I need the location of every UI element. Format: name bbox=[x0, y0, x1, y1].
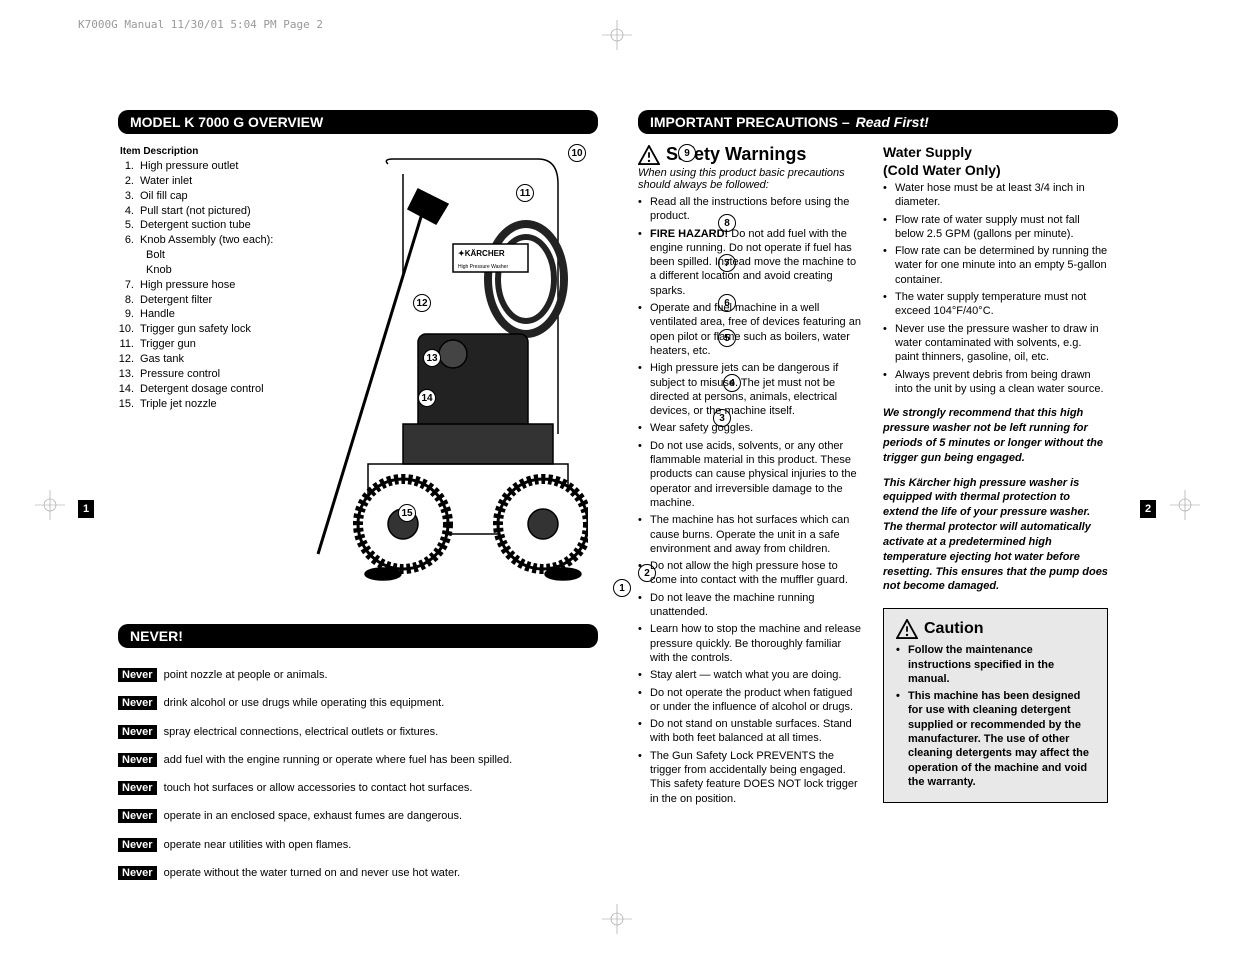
never-item: Never operate near utilities with open f… bbox=[118, 838, 598, 852]
diagram-callout: 15 bbox=[398, 504, 416, 522]
item-row: 8.Detergent filter bbox=[118, 293, 278, 308]
diagram-callout: 14 bbox=[418, 389, 436, 407]
bullet-item: Do not stand on unstable surfaces. Stand… bbox=[638, 717, 863, 746]
item-row: 3.Oil fill cap bbox=[118, 189, 278, 204]
item-row: 4.Pull start (not pictured) bbox=[118, 204, 278, 219]
bullet-item: The water supply temperature must not ex… bbox=[883, 290, 1108, 319]
bullet-item: Wear safety goggles. bbox=[638, 421, 863, 435]
pressure-washer-illustration: ✦KÄRCHER High Pressure Washer bbox=[308, 154, 588, 594]
svg-text:✦KÄRCHER: ✦KÄRCHER bbox=[458, 249, 505, 258]
item-row: Bolt bbox=[118, 248, 278, 263]
bullet-item: Do not use acids, solvents, or any other… bbox=[638, 439, 863, 510]
page-meta-header: K7000G Manual 11/30/01 5:04 PM Page 2 bbox=[78, 18, 323, 31]
bullet-item: Flow rate can be determined by running t… bbox=[883, 244, 1108, 287]
item-row: 12.Gas tank bbox=[118, 352, 278, 367]
water-heading-1: Water Supply bbox=[883, 144, 1108, 160]
product-diagram: ✦KÄRCHER High Pressure Washer bbox=[278, 134, 598, 594]
page-number-left: 1 bbox=[78, 500, 94, 518]
item-row: 7.High pressure hose bbox=[118, 278, 278, 293]
item-row: 15.Triple jet nozzle bbox=[118, 397, 278, 412]
water-bullet-list: Water hose must be at least 3/4 inch in … bbox=[883, 181, 1108, 396]
never-header: NEVER! bbox=[118, 624, 598, 648]
never-list: Never point nozzle at people or animals.… bbox=[118, 668, 598, 880]
bullet-item: Water hose must be at least 3/4 inch in … bbox=[883, 181, 1108, 210]
never-item: Never add fuel with the engine running o… bbox=[118, 753, 598, 767]
bullet-item: FIRE HAZARD! Do not add fuel with the en… bbox=[638, 227, 863, 298]
water-heading-2: (Cold Water Only) bbox=[883, 162, 1108, 178]
item-row: 10.Trigger gun safety lock bbox=[118, 322, 278, 337]
bullet-item: Operate and fuel machine in a well venti… bbox=[638, 301, 863, 358]
item-row: 14.Detergent dosage control bbox=[118, 382, 278, 397]
svg-text:High Pressure Washer: High Pressure Washer bbox=[458, 264, 508, 270]
bullet-item: Never use the pressure washer to draw in… bbox=[883, 322, 1108, 365]
bullet-item: Do not operate the product when fatigued… bbox=[638, 686, 863, 715]
caution-bullet-list: Follow the maintenance instructions spec… bbox=[896, 643, 1095, 789]
bullet-item: This machine has been designed for use w… bbox=[896, 689, 1095, 789]
never-item: Never operate in an enclosed space, exha… bbox=[118, 809, 598, 823]
diagram-callout: 1 bbox=[613, 579, 631, 597]
bullet-item: Read all the instructions before using t… bbox=[638, 195, 863, 224]
item-row: 1.High pressure outlet bbox=[118, 159, 278, 174]
warning-icon bbox=[638, 145, 660, 165]
right-page: IMPORTANT PRECAUTIONS – Read First! Safe… bbox=[638, 110, 1118, 894]
caution-heading: Caution bbox=[924, 620, 984, 638]
strong-note-1: We strongly recommend that this high pre… bbox=[883, 406, 1108, 465]
bullet-item: Stay alert — watch what you are doing. bbox=[638, 668, 863, 682]
warning-icon bbox=[896, 619, 918, 639]
item-row: 11.Trigger gun bbox=[118, 337, 278, 352]
precautions-header: IMPORTANT PRECAUTIONS – Read First! bbox=[638, 110, 1118, 134]
safety-column: Safety Warnings When using this product … bbox=[638, 144, 863, 809]
item-row: 13.Pressure control bbox=[118, 367, 278, 382]
overview-header: MODEL K 7000 G OVERVIEW bbox=[118, 110, 598, 134]
bullet-item: The Gun Safety Lock PREVENTS the trigger… bbox=[638, 749, 863, 806]
caution-box: Caution Follow the maintenance instructi… bbox=[883, 608, 1108, 803]
bullet-item: Do not allow the high pressure hose to c… bbox=[638, 559, 863, 588]
safety-intro: When using this product basic precaution… bbox=[638, 167, 863, 191]
diagram-callout: 12 bbox=[413, 294, 431, 312]
precautions-subtitle: Read First! bbox=[856, 114, 929, 130]
diagram-callout: 13 bbox=[423, 349, 441, 367]
precautions-title: IMPORTANT PRECAUTIONS – bbox=[650, 114, 850, 130]
never-item: Never operate without the water turned o… bbox=[118, 866, 598, 880]
strong-note-2: This Kärcher high pressure washer is equ… bbox=[883, 476, 1108, 595]
overview-title: MODEL K 7000 G OVERVIEW bbox=[130, 114, 323, 130]
never-item: Never point nozzle at people or animals. bbox=[118, 668, 598, 682]
diagram-callout: 10 bbox=[568, 144, 586, 162]
item-row: 5.Detergent suction tube bbox=[118, 218, 278, 233]
diagram-callout: 11 bbox=[516, 184, 534, 202]
bullet-item: Always prevent debris from being drawn i… bbox=[883, 368, 1108, 397]
item-row: 6.Knob Assembly (two each): bbox=[118, 233, 278, 248]
item-row: 2.Water inlet bbox=[118, 174, 278, 189]
never-item: Never drink alcohol or use drugs while o… bbox=[118, 696, 598, 710]
never-item: Never spray electrical connections, elec… bbox=[118, 725, 598, 739]
left-page: MODEL K 7000 G OVERVIEW Item Description… bbox=[118, 110, 598, 894]
item-row: Knob bbox=[118, 263, 278, 278]
water-column: Water Supply (Cold Water Only) Water hos… bbox=[883, 144, 1108, 809]
bullet-item: Do not leave the machine running unatten… bbox=[638, 591, 863, 620]
never-item: Never touch hot surfaces or allow access… bbox=[118, 781, 598, 795]
item-list-header: Item Description bbox=[120, 146, 278, 157]
item-description-list: 1.High pressure outlet2.Water inlet3.Oil… bbox=[118, 159, 278, 411]
bullet-item: High pressure jets can be dangerous if s… bbox=[638, 361, 863, 418]
bullet-item: Follow the maintenance instructions spec… bbox=[896, 643, 1095, 686]
bullet-item: Flow rate of water supply must not fall … bbox=[883, 213, 1108, 242]
never-title: NEVER! bbox=[130, 628, 183, 644]
bullet-item: The machine has hot surfaces which can c… bbox=[638, 513, 863, 556]
page-number-right: 2 bbox=[1140, 500, 1156, 518]
diagram-callout: 9 bbox=[678, 144, 696, 162]
bullet-item: Learn how to stop the machine and releas… bbox=[638, 622, 863, 665]
safety-bullet-list: Read all the instructions before using t… bbox=[638, 195, 863, 806]
item-row: 9.Handle bbox=[118, 307, 278, 322]
